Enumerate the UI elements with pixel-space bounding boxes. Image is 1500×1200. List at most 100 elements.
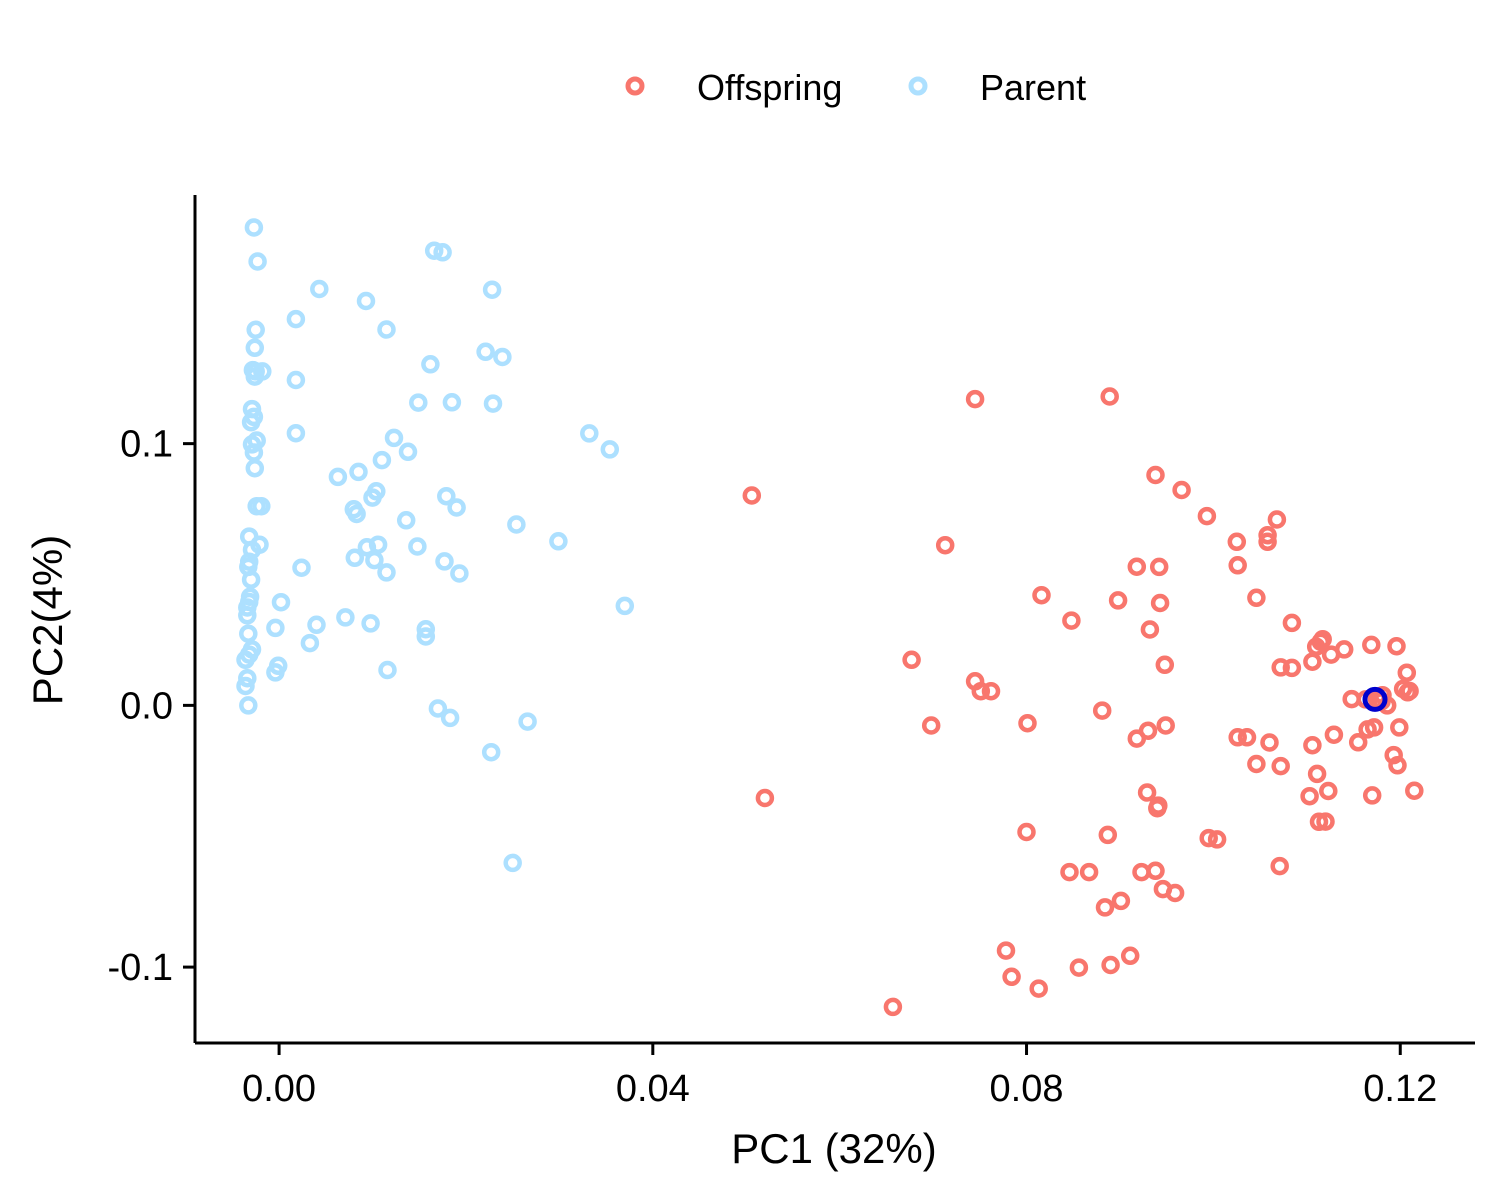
point-parent — [409, 393, 428, 412]
point-parent — [238, 606, 257, 625]
point-parent — [246, 362, 265, 381]
point-parent — [435, 552, 454, 571]
point-parent — [239, 624, 258, 643]
point-offspring — [1247, 754, 1266, 774]
point-offspring — [1127, 557, 1147, 576]
point-offspring — [1319, 781, 1338, 801]
point-offspring — [1258, 532, 1277, 552]
point-parent — [252, 496, 271, 516]
point-parent — [345, 548, 365, 568]
point-parent — [615, 596, 635, 616]
point-offspring — [1237, 728, 1257, 747]
point-offspring — [1018, 713, 1037, 733]
point-parent — [266, 663, 285, 682]
point-parent — [238, 668, 257, 688]
point-parent — [493, 347, 512, 367]
point-offspring — [1108, 591, 1128, 610]
point-offspring — [742, 486, 762, 505]
point-offspring — [1228, 728, 1247, 747]
point-offspring — [965, 389, 985, 409]
point-offspring — [1267, 510, 1287, 529]
point-offspring — [935, 535, 955, 555]
y-tick-label: 0.1 — [120, 424, 173, 466]
point-parent — [424, 241, 444, 260]
point-offspring — [1271, 756, 1290, 776]
point-offspring — [1101, 955, 1120, 975]
point-parent — [365, 550, 384, 570]
point-offspring — [1111, 891, 1131, 911]
point-offspring — [981, 681, 1001, 701]
highlighted-point — [1362, 686, 1388, 712]
point-parent — [248, 252, 267, 271]
point-offspring — [996, 941, 1016, 960]
point-offspring — [1002, 967, 1021, 987]
point-parent — [347, 504, 366, 524]
point-offspring — [1017, 822, 1036, 842]
point-offspring — [1069, 958, 1089, 977]
point-parent — [442, 393, 462, 412]
point-offspring — [1095, 898, 1115, 917]
point-parent — [286, 370, 306, 390]
point-parent — [241, 412, 261, 432]
legend-marker-offspring — [625, 76, 645, 96]
point-parent — [450, 564, 469, 583]
point-parent — [398, 442, 418, 462]
y-tick-label: 0.0 — [120, 685, 173, 727]
point-parent — [286, 423, 306, 443]
point-offspring — [1172, 480, 1191, 500]
point-parent — [356, 291, 376, 311]
point-parent — [549, 532, 568, 551]
point-parent — [310, 279, 329, 299]
x-axis-title: PC1 (32%) — [731, 1125, 936, 1172]
point-parent — [377, 320, 396, 339]
point-offspring — [1258, 525, 1277, 545]
point-offspring — [1307, 764, 1327, 784]
point-parent — [246, 320, 265, 340]
point-offspring — [1334, 640, 1354, 659]
point-offspring — [1270, 856, 1289, 876]
data-points — [236, 218, 1424, 1017]
x-tick-label: 0.00 — [242, 1068, 316, 1110]
point-parent — [483, 394, 503, 413]
point-parent — [245, 458, 265, 478]
point-parent — [266, 618, 285, 638]
point-offspring — [1062, 611, 1081, 630]
point-parent — [428, 699, 448, 718]
point-parent — [433, 243, 452, 262]
point-parent — [437, 486, 456, 506]
point-offspring — [1316, 812, 1335, 831]
point-offspring — [1032, 585, 1051, 605]
point-offspring — [1313, 629, 1332, 649]
point-parent — [600, 440, 620, 459]
point-offspring — [1309, 812, 1329, 832]
point-offspring — [1227, 532, 1247, 552]
point-parent — [244, 218, 264, 237]
point-offspring — [1207, 830, 1227, 849]
point-parent — [236, 676, 255, 696]
point-parent — [367, 482, 386, 501]
y-axis-title: PC2(4%) — [24, 535, 71, 705]
point-offspring — [1400, 681, 1419, 701]
point-offspring — [1149, 796, 1168, 815]
point-offspring — [1060, 862, 1079, 882]
point-offspring — [1150, 593, 1170, 613]
point-parent — [245, 338, 265, 358]
point-parent — [377, 563, 396, 582]
point-offspring — [1165, 883, 1185, 903]
point-offspring — [1303, 652, 1322, 671]
point-offspring — [1149, 557, 1169, 577]
axes: 0.00 0.04 0.08 0.12 -0.1 0.0 0.1 — [108, 195, 1475, 1110]
point-offspring — [1146, 465, 1165, 485]
point-parent — [384, 428, 404, 448]
point-parent — [292, 558, 311, 577]
point-parent — [440, 708, 460, 728]
point-parent — [242, 435, 262, 454]
point-parent — [416, 619, 436, 639]
point-parent — [416, 627, 436, 646]
legend-label-offspring: Offspring — [697, 67, 842, 108]
point-parent — [271, 592, 291, 612]
point-offspring — [921, 716, 941, 735]
point-parent — [368, 535, 388, 554]
point-offspring — [883, 997, 903, 1017]
